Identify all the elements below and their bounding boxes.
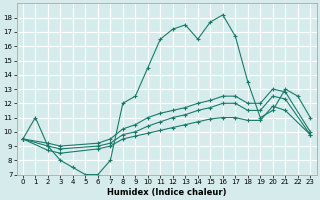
- X-axis label: Humidex (Indice chaleur): Humidex (Indice chaleur): [107, 188, 226, 197]
